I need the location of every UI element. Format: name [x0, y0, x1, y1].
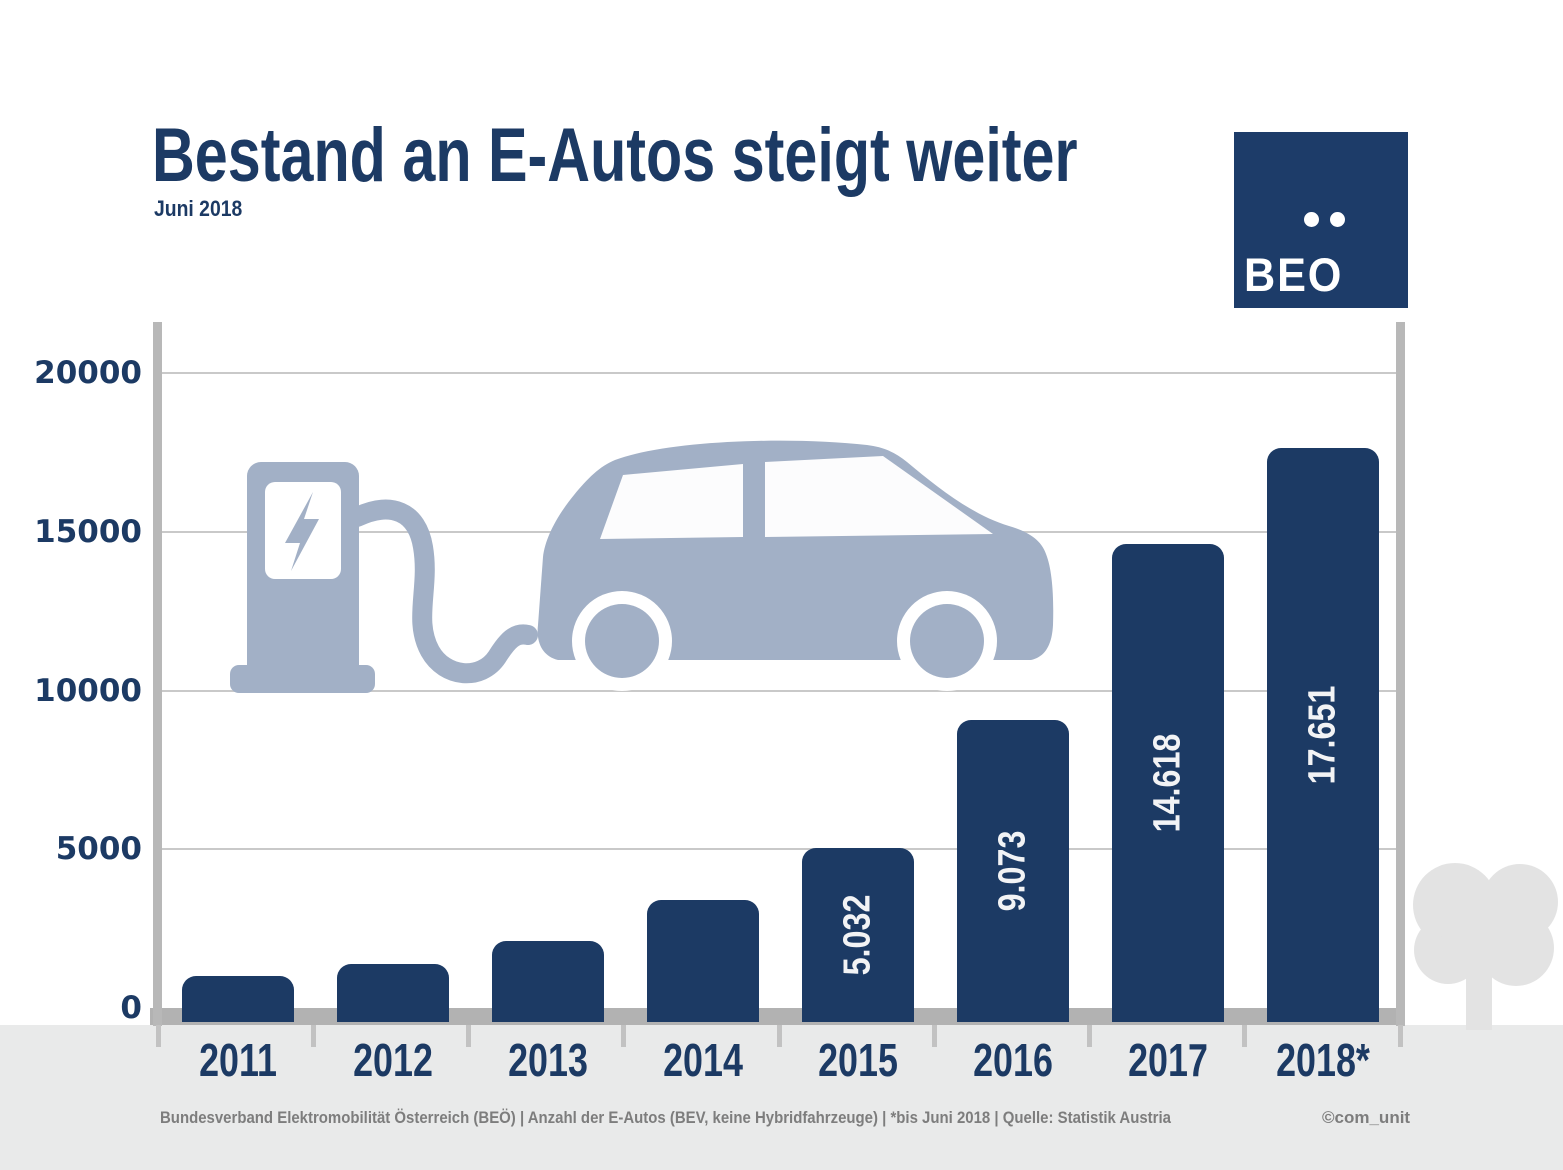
gridline-20000	[162, 372, 1396, 374]
gridline-5000	[162, 848, 1396, 850]
car-rear-wheel	[585, 604, 659, 678]
footer-background-band	[0, 1025, 1563, 1170]
bar-value-label: 14.618	[1146, 733, 1188, 833]
x-tick-label: 2017	[1128, 1034, 1208, 1086]
beo-logo: BEO	[1234, 132, 1408, 308]
y-axis-line-right	[1396, 322, 1405, 1026]
y-tick-label: 10000	[34, 673, 142, 709]
bar-value-label: 5.032	[836, 894, 878, 976]
beo-logo-text: BEO	[1244, 248, 1344, 301]
umlaut-dot-icon	[1304, 212, 1319, 227]
x-tick-label: 2012	[353, 1034, 433, 1086]
car-front-wheel	[910, 604, 984, 678]
bar-2015	[801, 848, 914, 1022]
x-axis-tick	[1087, 1025, 1092, 1047]
x-tick-label: 2013	[508, 1034, 588, 1086]
y-tick-label: 20000	[34, 355, 142, 391]
x-axis-tick	[1398, 1025, 1403, 1047]
gridline-10000	[162, 690, 1396, 692]
ev-charging-illustration	[230, 440, 1054, 693]
page-subtitle: Juni 2018	[154, 196, 243, 221]
y-axis-line-left	[153, 322, 162, 1026]
x-axis-tick	[156, 1025, 161, 1047]
y-tick-label: 0	[120, 990, 142, 1026]
charging-cable-icon	[347, 499, 538, 684]
page-title: Bestand an E-Autos steigt weiter	[152, 113, 1078, 198]
bar-2013	[491, 941, 604, 1022]
car-front-window	[765, 456, 993, 537]
car-rear-window	[600, 464, 743, 539]
bar-2016	[956, 720, 1069, 1022]
x-tick-label: 2016	[973, 1034, 1053, 1086]
x-tick-label: 2014	[663, 1034, 743, 1086]
x-tick-label: 2015	[818, 1034, 898, 1086]
x-axis-baseline-band	[150, 1008, 1405, 1025]
x-axis-tick	[1242, 1025, 1247, 1047]
x-axis-tick	[621, 1025, 626, 1047]
x-axis-tick	[777, 1025, 782, 1047]
bar-value-label: 9.073	[991, 830, 1033, 912]
tree-icon	[1413, 863, 1558, 1030]
copyright-credit: ©com_unit	[1322, 1108, 1411, 1127]
x-tick-label: 2011	[199, 1034, 277, 1086]
bar-value-label: 17.651	[1301, 685, 1343, 785]
ev-car-icon	[537, 440, 1054, 691]
bar-2014	[646, 900, 759, 1022]
lightning-bolt-icon	[285, 492, 319, 571]
bar-2017	[1111, 544, 1224, 1022]
x-axis-tick	[311, 1025, 316, 1047]
bar-2011	[181, 976, 294, 1022]
x-axis-tick	[932, 1025, 937, 1047]
bar-2012	[336, 964, 449, 1022]
source-attribution: Bundesverband Elektromobilität Österreic…	[160, 1108, 1171, 1127]
umlaut-dot-icon	[1330, 212, 1345, 227]
x-axis-tick	[466, 1025, 471, 1047]
y-tick-label: 5000	[55, 831, 142, 867]
bar-2018	[1266, 448, 1379, 1022]
x-tick-label: 2018*	[1276, 1034, 1370, 1086]
y-tick-label: 15000	[34, 514, 142, 550]
